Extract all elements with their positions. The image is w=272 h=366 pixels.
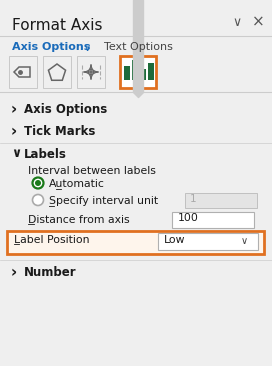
Text: ∨: ∨ [232, 16, 241, 29]
Text: Number: Number [24, 266, 77, 279]
FancyBboxPatch shape [77, 56, 105, 88]
FancyBboxPatch shape [132, 60, 138, 80]
FancyBboxPatch shape [43, 56, 71, 88]
Text: Automatic: Automatic [49, 179, 105, 189]
Text: Distance from axis: Distance from axis [28, 215, 130, 225]
Text: ›: › [11, 102, 17, 117]
Text: ∨: ∨ [11, 147, 21, 160]
FancyBboxPatch shape [148, 63, 154, 80]
Text: Low: Low [164, 235, 186, 245]
Text: ›: › [11, 265, 17, 280]
Text: Axis Options: Axis Options [12, 42, 90, 52]
FancyBboxPatch shape [120, 56, 156, 88]
Circle shape [32, 194, 44, 205]
FancyBboxPatch shape [7, 231, 264, 254]
Text: Format Axis: Format Axis [12, 18, 103, 33]
Text: ›: › [11, 124, 17, 139]
Text: Axis Options: Axis Options [24, 103, 107, 116]
FancyBboxPatch shape [172, 212, 254, 228]
Text: ×: × [252, 15, 265, 30]
Text: 100: 100 [178, 213, 199, 223]
Circle shape [35, 180, 41, 186]
Text: ∨: ∨ [241, 236, 248, 246]
Text: Specify interval unit: Specify interval unit [49, 196, 158, 206]
Text: Interval between labels: Interval between labels [28, 166, 156, 176]
FancyBboxPatch shape [124, 66, 130, 80]
Text: Label Position: Label Position [14, 235, 89, 245]
Text: ∨: ∨ [84, 43, 91, 53]
Text: Tick Marks: Tick Marks [24, 125, 95, 138]
Circle shape [32, 178, 44, 188]
Text: 1: 1 [190, 194, 197, 204]
FancyBboxPatch shape [158, 233, 258, 250]
FancyBboxPatch shape [9, 56, 37, 88]
FancyBboxPatch shape [185, 193, 257, 208]
FancyBboxPatch shape [140, 69, 146, 80]
Text: Text Options: Text Options [104, 42, 173, 52]
Text: Labels: Labels [24, 148, 67, 161]
